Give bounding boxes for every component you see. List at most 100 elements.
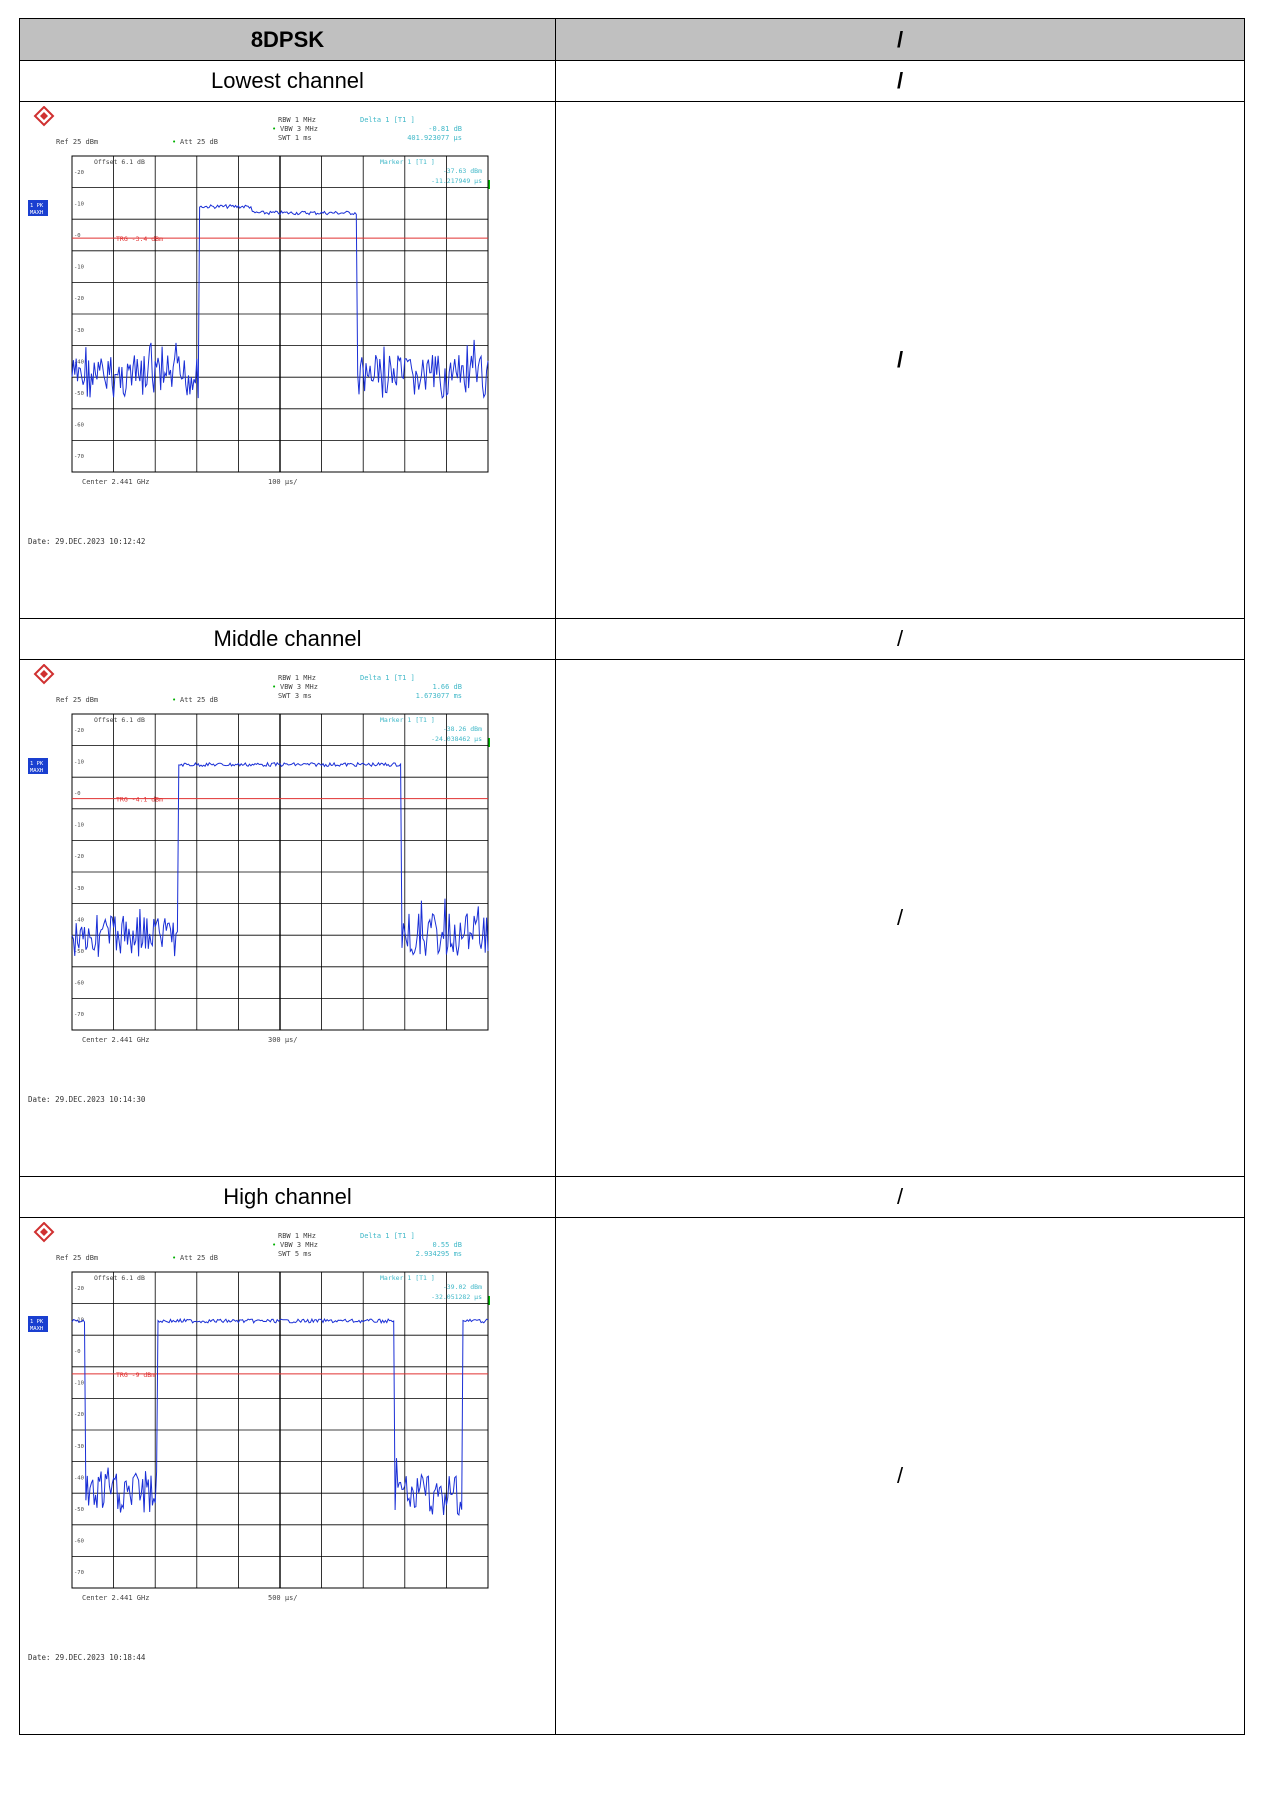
y-tick-label: -60 [74,1539,84,1545]
vbw-label: VBW 3 MHz [280,683,318,691]
channel-value: / [555,1176,1245,1218]
offset-label: Offset 6.1 dB [94,158,145,166]
y-tick-label: -70 [74,1570,84,1576]
measurement-trace [71,761,489,957]
ref-level-label: Ref 25 dBm [56,138,98,146]
section-1-plot-row: Ref 25 dBm • Att 25 dB RBW 1 MHz • VBW 3 MHz S… [19,659,1245,1177]
y-tick-label: -40 [74,359,84,365]
y-tick-label: -20 [74,170,84,176]
rbw-label: RBW 1 MHz [278,1232,316,1240]
y-tick-label: -70 [74,454,84,460]
vbw-dot: • [272,1241,276,1249]
marker-time-value: -11.217949 µs [431,177,482,185]
y-tick-label: -0 [74,233,81,239]
trigger-level-label: TRG -3.4 dBm [116,235,163,243]
center-frequency-label: Center 2.441 GHz [82,478,149,486]
y-tick-label: -10 [74,1381,84,1387]
date-stamp: Date: 29.DEC.2023 10:12:42 [28,537,145,546]
section-2-plot-row: Ref 25 dBm • Att 25 dB RBW 1 MHz • VBW 3 MHz S… [19,1217,1245,1735]
channel-label: Lowest channel [19,60,556,102]
trace-mode-badge [28,1316,48,1332]
att-dot: • [172,1254,176,1262]
offset-label: Offset 6.1 dB [94,716,145,724]
y-tick-label: -50 [74,1507,84,1513]
y-tick-label: -10 [74,265,84,271]
delta-time-value: 401.923077 µs [407,134,462,142]
trace-mode-badge [28,200,48,216]
delta-time-value: 2.934295 ms [416,1250,462,1258]
vbw-label: VBW 3 MHz [280,1241,318,1249]
section-0-title-row: Lowest channel / [19,60,1245,102]
vbw-dot: • [272,683,276,691]
center-frequency-label: Center 2.441 GHz [82,1594,149,1602]
section-2-title-row: High channel / [19,1176,1245,1218]
y-tick-label: -20 [74,854,84,860]
delta-marker-label: Delta 1 [T1 ] [360,674,415,682]
section-1-title-row: Middle channel / [19,618,1245,660]
vbw-dot: • [272,125,276,133]
pulse-timing-table: 8DPSK / Lowest channel / Ref 25 dBm • Att … [19,18,1245,1735]
trigger-level-label: TRG -9 dBm [116,1371,155,1379]
y-tick-label: -0 [74,1349,81,1355]
channel-label: Middle channel [19,618,556,660]
y-tick-label: -10 [74,1317,84,1323]
delta-db-value: 1.66 dB [432,683,462,691]
trace-maxh-label: MAXH [30,768,43,774]
marker-time-value: -32.051282 µs [431,1293,482,1301]
trace-mode-badge [28,758,48,774]
ref-level-label: Ref 25 dBm [56,1254,98,1262]
att-dot: • [172,696,176,704]
attenuation-label: Att 25 dB [180,1254,218,1262]
attenuation-label: Att 25 dB [180,696,218,704]
marker-label: Marker 1 [T1 ] [380,716,435,724]
plot-cell: Ref 25 dBm • Att 25 dB RBW 1 MHz • VBW 3 MHz S… [19,659,556,1177]
attenuation-label: Att 25 dB [180,138,218,146]
marker-dbm-value: -38.26 dBm [443,725,482,733]
y-tick-label: -10 [74,759,84,765]
y-tick-label: -40 [74,917,84,923]
measurement-trace [71,203,489,399]
date-stamp: Date: 29.DEC.2023 10:14:30 [28,1095,146,1104]
result-value: / [555,1217,1245,1735]
y-tick-label: -50 [74,391,84,397]
marker-dbm-value: -37.63 dBm [443,167,482,175]
section-0-plot-row: Ref 25 dBm • Att 25 dB RBW 1 MHz • VBW 3 MHz S… [19,101,1245,619]
result-value: / [555,101,1245,619]
delta-time-value: 1.673077 ms [416,692,462,700]
delta-marker-label: Delta 1 [T1 ] [360,1232,415,1240]
sweep-time-label: SWT 1 ms [278,134,312,142]
y-tick-label: -20 [74,1412,84,1418]
y-tick-label: -70 [74,1012,84,1018]
marker-label: Marker 1 [T1 ] [380,1274,435,1282]
channel-value: / [555,60,1245,102]
channel-value: / [555,618,1245,660]
trace-maxh-label: MAXH [30,210,43,216]
mode-header: 8DPSK [19,18,556,61]
trace-pk-label: 1 PK [30,1319,44,1325]
y-tick-label: -30 [74,328,84,334]
y-tick-label: -40 [74,1475,84,1481]
time-per-division-label: 500 µs/ [268,1594,298,1602]
ref-level-label: Ref 25 dBm [56,696,98,704]
rohde-schwarz-logo-icon [33,1222,55,1243]
y-tick-label: -20 [74,1286,84,1292]
y-tick-label: -0 [74,791,81,797]
time-per-division-label: 300 µs/ [268,1036,298,1044]
plot-cell: Ref 25 dBm • Att 25 dB RBW 1 MHz • VBW 3 MHz S… [19,101,556,619]
offset-label: Offset 6.1 dB [94,1274,145,1282]
trace-pk-label: 1 PK [30,203,44,209]
y-tick-label: -60 [74,981,84,987]
trigger-level-label: TRG -4.1 dBm [116,796,163,804]
y-tick-label: -10 [74,823,84,829]
marker-label: Marker 1 [T1 ] [380,158,435,166]
channel-label: High channel [19,1176,556,1218]
vbw-label: VBW 3 MHz [280,125,318,133]
delta-marker-label: Delta 1 [T1 ] [360,116,415,124]
y-tick-label: -30 [74,886,84,892]
rohde-schwarz-logo-icon [33,106,55,127]
sweep-time-label: SWT 3 ms [278,692,312,700]
date-stamp: Date: 29.DEC.2023 10:18:44 [28,1653,146,1662]
